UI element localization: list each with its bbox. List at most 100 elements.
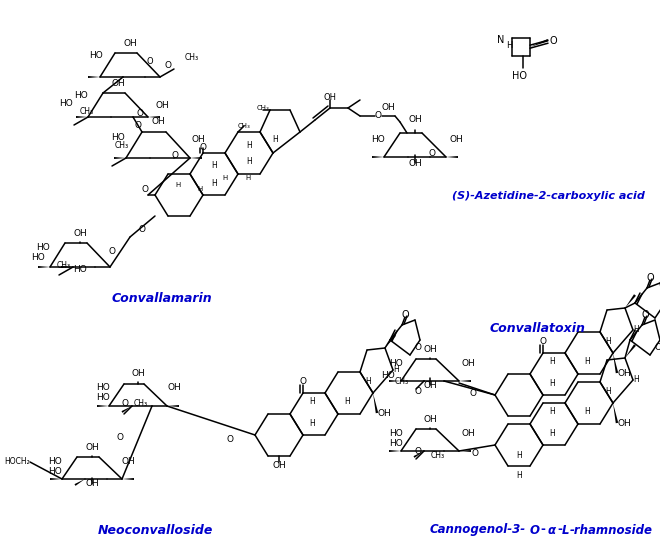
Text: OH: OH	[111, 79, 125, 88]
Text: CH₃: CH₃	[57, 260, 71, 269]
Text: OH: OH	[122, 458, 136, 466]
Text: O: O	[469, 388, 477, 398]
Text: H: H	[246, 157, 252, 167]
Text: HO: HO	[48, 458, 62, 466]
Polygon shape	[61, 266, 73, 268]
Text: HO: HO	[73, 265, 87, 274]
Text: O: O	[141, 186, 148, 194]
Text: H: H	[549, 357, 555, 367]
Text: HO: HO	[59, 99, 73, 107]
Text: HO: HO	[381, 371, 395, 379]
Polygon shape	[38, 266, 50, 268]
Text: H: H	[605, 337, 611, 346]
Text: N: N	[496, 35, 504, 45]
Text: H: H	[309, 398, 315, 407]
Text: O: O	[135, 121, 141, 130]
Polygon shape	[148, 116, 160, 118]
Text: H: H	[605, 387, 611, 397]
Text: α: α	[548, 524, 556, 536]
Text: H: H	[344, 398, 350, 407]
Polygon shape	[372, 156, 384, 158]
Text: H: H	[549, 428, 555, 438]
Text: O: O	[655, 343, 660, 352]
Text: O: O	[199, 143, 207, 152]
Text: O: O	[121, 399, 129, 408]
Text: H: H	[516, 452, 522, 460]
Text: OH: OH	[423, 416, 437, 424]
Polygon shape	[625, 294, 636, 308]
Text: OH: OH	[423, 381, 437, 389]
Text: O: O	[137, 109, 143, 117]
Text: H: H	[393, 366, 399, 375]
Text: OH: OH	[272, 461, 286, 470]
Polygon shape	[389, 450, 401, 452]
Text: (S)-Azetidine-2-carboxylic acid: (S)-Azetidine-2-carboxylic acid	[451, 191, 644, 201]
Text: H: H	[633, 326, 639, 335]
Text: H: H	[272, 136, 278, 145]
Text: Cannogenol-3-: Cannogenol-3-	[430, 524, 526, 536]
Text: H: H	[633, 376, 639, 384]
Text: OH: OH	[449, 136, 463, 145]
Polygon shape	[613, 403, 618, 423]
Text: OH: OH	[155, 100, 169, 110]
Polygon shape	[613, 353, 618, 373]
Polygon shape	[167, 405, 179, 407]
Text: HO: HO	[96, 383, 110, 392]
Text: H: H	[584, 408, 590, 417]
Text: H: H	[549, 378, 555, 387]
Text: OH: OH	[617, 418, 631, 428]
Text: OH: OH	[151, 117, 165, 126]
Text: O: O	[414, 343, 422, 352]
Text: OH: OH	[377, 408, 391, 418]
Text: O: O	[428, 148, 436, 157]
Text: H: H	[246, 141, 252, 150]
Text: OH: OH	[123, 38, 137, 48]
Text: OH: OH	[462, 358, 476, 367]
Polygon shape	[373, 393, 378, 413]
Text: CH₃: CH₃	[431, 450, 445, 459]
Text: O: O	[108, 248, 116, 257]
Text: H: H	[506, 40, 512, 49]
Text: HO: HO	[389, 428, 403, 438]
Text: H: H	[309, 418, 315, 428]
Text: O: O	[414, 387, 422, 397]
Text: H: H	[365, 377, 371, 387]
Text: HO: HO	[389, 358, 403, 367]
Polygon shape	[530, 39, 548, 47]
Text: CH₃: CH₃	[185, 54, 199, 63]
Text: HOCH₂: HOCH₂	[4, 458, 30, 466]
Polygon shape	[122, 478, 134, 480]
Text: O: O	[414, 448, 422, 456]
Text: OH: OH	[462, 428, 476, 438]
Polygon shape	[76, 116, 88, 118]
Text: O: O	[147, 58, 153, 66]
Text: O: O	[646, 273, 654, 283]
Text: OH: OH	[381, 104, 395, 112]
Text: O: O	[471, 449, 478, 458]
Text: OH: OH	[617, 368, 631, 377]
Polygon shape	[190, 157, 202, 159]
Text: HO: HO	[48, 468, 62, 476]
Polygon shape	[88, 76, 100, 78]
Text: H: H	[211, 178, 217, 187]
Text: HO: HO	[371, 136, 385, 145]
Text: O: O	[641, 310, 649, 320]
Text: -: -	[557, 524, 562, 536]
Text: O: O	[300, 377, 306, 387]
Text: O: O	[549, 36, 557, 46]
Text: O: O	[374, 111, 381, 121]
Polygon shape	[389, 380, 401, 382]
Text: CH₃: CH₃	[134, 399, 148, 408]
Text: H: H	[176, 182, 181, 188]
Text: HO: HO	[96, 393, 110, 403]
Text: HO: HO	[112, 134, 125, 142]
Text: H: H	[584, 357, 590, 367]
Text: OH: OH	[85, 480, 99, 489]
Text: H: H	[549, 408, 555, 417]
Text: H: H	[197, 186, 203, 192]
Text: HO: HO	[74, 90, 88, 100]
Polygon shape	[413, 451, 424, 458]
Text: HO: HO	[31, 254, 45, 263]
Text: O: O	[539, 337, 546, 346]
Text: OH: OH	[408, 158, 422, 167]
